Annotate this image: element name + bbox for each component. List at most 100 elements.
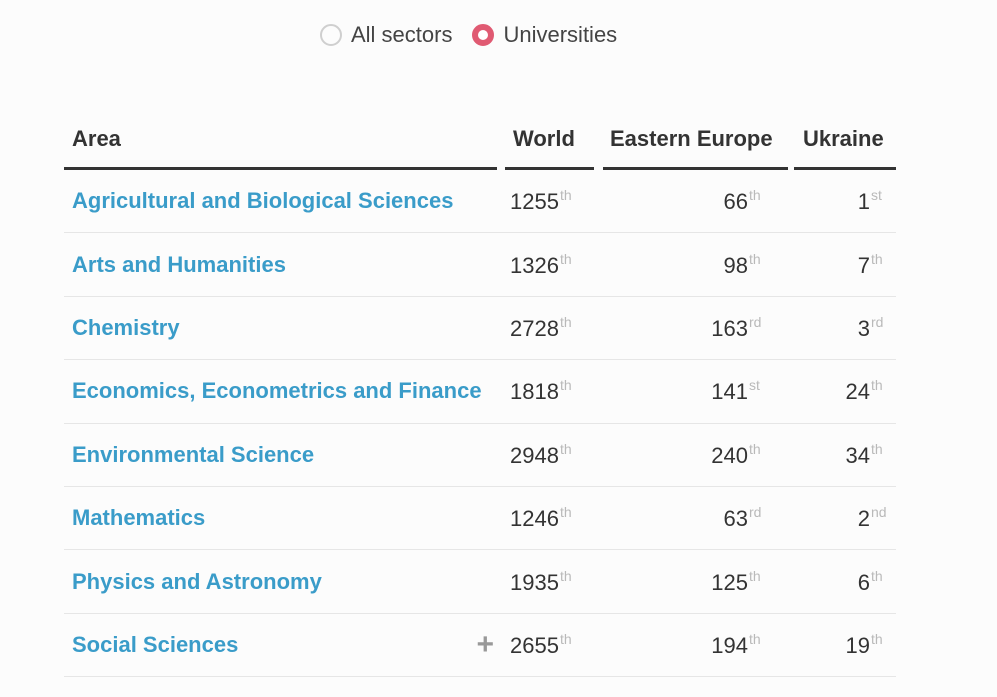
ukraine-rank-suffix: th — [871, 250, 883, 267]
table-row: Mathematics 1246th 63rd 2nd — [64, 487, 896, 551]
eastern-europe-rank-value: 66 — [723, 189, 748, 215]
table-row: Social Sciences +2655th 194th 19th — [64, 614, 896, 678]
ukraine-rank: 34th — [788, 441, 896, 469]
cell-area: Mathematics — [64, 505, 497, 531]
ukraine-rank: 6th — [788, 568, 896, 596]
radio-all-sectors[interactable]: All sectors — [320, 22, 452, 48]
table-header: Area World Eastern Europe Ukraine — [64, 114, 896, 170]
world-rank-suffix: th — [559, 504, 572, 521]
world-rank-value: 2655 — [510, 632, 559, 658]
world-rank-suffix: th — [559, 187, 572, 204]
world-rank-value: 1246 — [510, 506, 559, 532]
eastern-europe-rank: 141st — [594, 377, 788, 405]
ranking-table: Area World Eastern Europe Ukraine Agricu… — [64, 114, 896, 678]
table-row: Physics and Astronomy 1935th 125th 6th — [64, 550, 896, 614]
area-link[interactable]: Social Sciences — [72, 631, 239, 657]
radio-label-all-sectors: All sectors — [351, 22, 453, 47]
ukraine-rank: 1st — [788, 187, 896, 215]
table-row: Agricultural and Biological Sciences 1255… — [64, 170, 896, 234]
cell-area: Social Sciences + — [64, 627, 497, 661]
table-body: Agricultural and Biological Sciences 1255… — [64, 170, 896, 678]
world-rank: 1326th — [497, 251, 594, 279]
ukraine-rank-value: 2 — [857, 506, 870, 532]
table-row: Chemistry 2728th 163rd 3rd — [64, 297, 896, 361]
area-link[interactable]: Physics and Astronomy — [72, 568, 322, 594]
header-eastern-europe: Eastern Europe — [603, 114, 788, 170]
world-rank: 1246th — [497, 504, 594, 532]
world-rank: 2655th — [497, 631, 594, 659]
world-rank-value: 1818 — [510, 379, 559, 405]
world-rank-value: 1326 — [510, 252, 559, 278]
eastern-europe-rank-value: 141 — [711, 379, 748, 405]
area-link[interactable]: Environmental Science — [72, 441, 315, 467]
eastern-europe-rank-suffix: st — [749, 377, 760, 394]
sector-toggle: All sectors Universities — [320, 22, 617, 48]
eastern-europe-rank-value: 98 — [723, 252, 748, 278]
area-link[interactable]: Economics, Econometrics and Finance — [72, 378, 482, 404]
plus-icon[interactable]: + — [476, 627, 494, 661]
eastern-europe-rank-suffix: th — [749, 567, 761, 584]
eastern-europe-rank: 240th — [594, 441, 788, 469]
ukraine-rank-suffix: th — [871, 440, 883, 457]
cell-area: Arts and Humanities — [64, 252, 497, 278]
ukraine-rank-suffix: nd — [871, 504, 887, 521]
header-world: World — [505, 114, 594, 170]
ukraine-rank-suffix: st — [871, 187, 882, 204]
eastern-europe-rank: 194th — [594, 631, 788, 659]
ukraine-rank: 24th — [788, 377, 896, 405]
eastern-europe-rank-suffix: th — [749, 440, 761, 457]
eastern-europe-rank-value: 240 — [711, 442, 748, 468]
cell-area: Chemistry — [64, 315, 497, 341]
header-ukraine: Ukraine — [794, 114, 896, 170]
eastern-europe-rank-suffix: th — [749, 630, 761, 647]
world-rank-suffix: th — [559, 630, 572, 647]
world-rank: 1255th — [497, 187, 594, 215]
eastern-europe-rank-suffix: rd — [749, 313, 762, 330]
ukraine-rank: 19th — [788, 631, 896, 659]
area-link[interactable]: Mathematics — [72, 505, 206, 531]
world-rank-value: 2728 — [510, 315, 559, 341]
ukraine-rank: 7th — [788, 251, 896, 279]
world-rank-suffix: th — [559, 250, 572, 267]
ukraine-rank-value: 19 — [845, 632, 870, 658]
table-row: Economics, Econometrics and Finance 1818 t… — [64, 360, 896, 424]
world-rank-suffix: th — [559, 313, 572, 330]
ukraine-rank-value: 3 — [857, 315, 870, 341]
ukraine-rank-value: 24 — [845, 379, 870, 405]
eastern-europe-rank-suffix: th — [749, 187, 761, 204]
cell-area: Environmental Science — [64, 442, 497, 468]
area-link[interactable]: Arts and Humanities — [72, 251, 286, 277]
world-rank-value: 1255 — [510, 189, 559, 215]
header-area: Area — [64, 114, 497, 170]
radio-circle-universities[interactable] — [472, 24, 495, 46]
world-rank-suffix: th — [559, 440, 572, 457]
ukraine-rank-suffix: th — [871, 630, 883, 647]
eastern-europe-rank: 63rd — [594, 504, 788, 532]
world-rank: 1935th — [497, 568, 594, 596]
eastern-europe-rank: 66th — [594, 187, 788, 215]
radio-label-universities: Universities — [503, 22, 618, 47]
world-rank-value: 1935 — [510, 569, 559, 595]
world-rank-suffix: th — [559, 567, 572, 584]
cell-area: Physics and Astronomy — [64, 569, 497, 595]
ukraine-rank-suffix: th — [871, 377, 883, 394]
cell-area: Economics, Econometrics and Finance — [64, 378, 497, 404]
area-link[interactable]: Agricultural and Biological Sciences — [72, 188, 454, 214]
world-rank: 2948th — [497, 441, 594, 469]
eastern-europe-rank-value: 125 — [711, 569, 748, 595]
eastern-europe-rank: 98th — [594, 251, 788, 279]
world-rank-value: 2948 — [510, 442, 559, 468]
ukraine-rank-suffix: th — [871, 567, 883, 584]
table-row: Arts and Humanities 1326th 98th 7th — [64, 233, 896, 297]
ukraine-rank-value: 7 — [857, 252, 870, 278]
radio-universities[interactable]: Universities — [472, 22, 617, 48]
radio-circle-all-sectors[interactable] — [320, 24, 342, 46]
eastern-europe-rank: 125th — [594, 568, 788, 596]
area-link[interactable]: Chemistry — [72, 314, 180, 340]
cell-area: Agricultural and Biological Sciences — [64, 188, 497, 214]
ukraine-rank: 2nd — [788, 504, 896, 532]
eastern-europe-rank-suffix: rd — [749, 504, 762, 521]
ukraine-rank-value: 34 — [845, 442, 870, 468]
ukraine-rank: 3rd — [788, 314, 896, 342]
